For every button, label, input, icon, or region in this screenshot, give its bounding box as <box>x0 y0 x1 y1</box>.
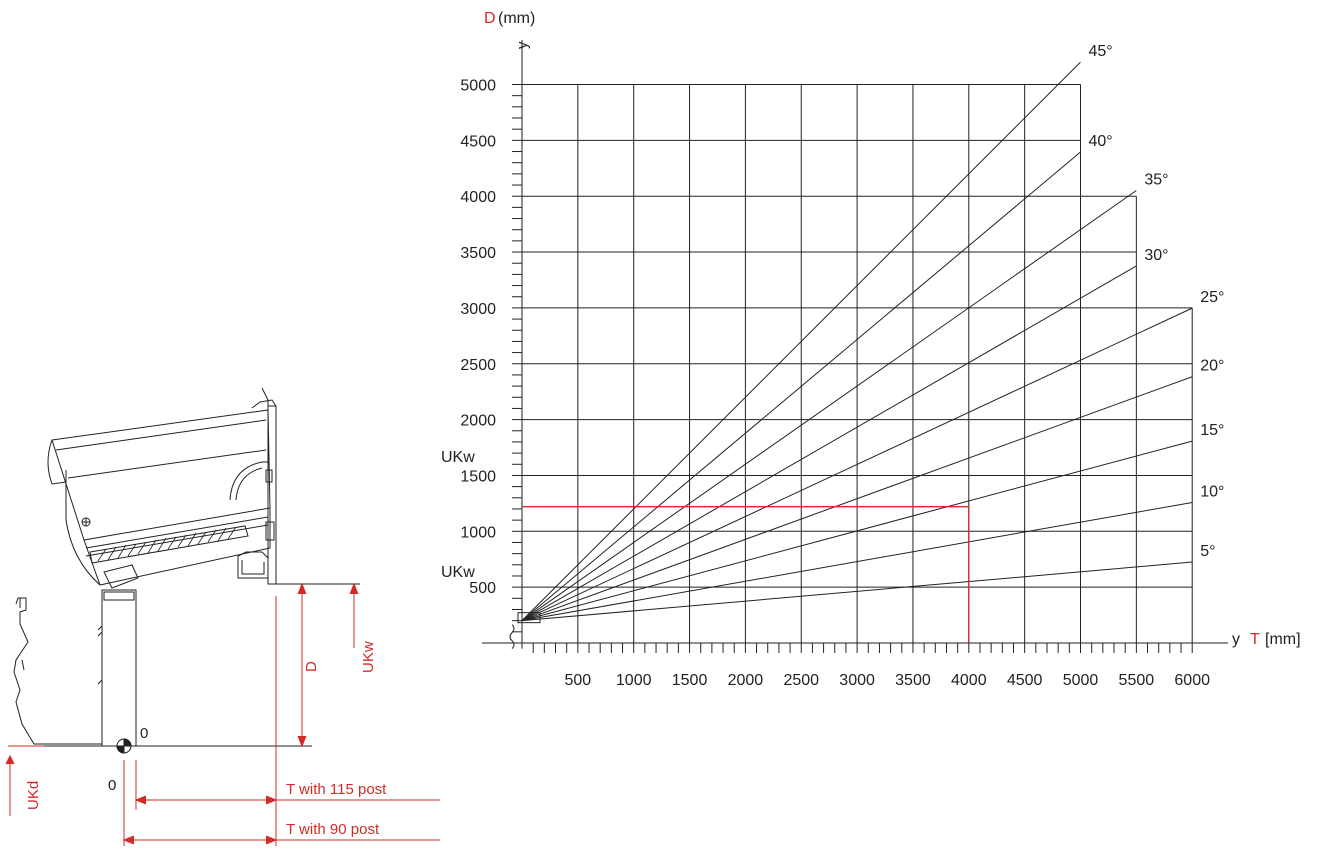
angle-line-15 <box>521 440 1193 622</box>
y-axis-tick-letter: y <box>514 41 531 49</box>
ukw-marker-upper: UKw <box>441 449 475 466</box>
x-tick-label: 2500 <box>783 672 819 689</box>
dim-label-d: D <box>303 661 320 672</box>
angle-lines: 5° 10° 15° 20° 25° 30° 35° 40° 45° <box>509 43 1224 650</box>
x-tick-label: 3000 <box>839 672 875 689</box>
dim-label-ukd: UKd <box>25 781 42 810</box>
tick-labels: 500 1000 1500 2000 2500 3000 3500 4000 4500 5000 5… <box>460 78 1210 690</box>
angle-line-25 <box>521 307 1193 622</box>
angle-line-35 <box>521 190 1137 622</box>
section-drawing <box>10 387 360 754</box>
x-tick-label: 2000 <box>728 672 764 689</box>
x-axis-tick-letter: y <box>1232 631 1240 648</box>
x-tick-label: 500 <box>564 672 591 689</box>
x-axis-letter: T <box>1250 631 1260 648</box>
y-tick-label: 1000 <box>460 524 496 541</box>
chart-axes <box>482 39 1228 653</box>
x-tick-label: 3500 <box>895 672 931 689</box>
angle-label-15: 15° <box>1200 422 1224 439</box>
example-reading <box>522 506 970 643</box>
angle-line-30 <box>521 265 1137 622</box>
angle-label-5: 5° <box>1200 543 1215 560</box>
y-tick-label: 5000 <box>460 78 496 95</box>
angle-line-45 <box>521 61 1081 622</box>
y-tick-label: 1500 <box>460 468 496 485</box>
x-tick-label: 5500 <box>1119 672 1155 689</box>
chart-grid <box>522 84 1193 643</box>
y-tick-label: 3500 <box>460 245 496 262</box>
angle-label-40: 40° <box>1089 133 1113 150</box>
x-tick-label: 5000 <box>1063 672 1099 689</box>
dim-label-ukw: UKw <box>360 641 377 673</box>
dimension-lines <box>5 582 440 846</box>
angle-line-5 <box>521 561 1193 622</box>
post <box>97 589 137 747</box>
y-axis-letter: D <box>484 10 496 27</box>
x-tick-label: 4000 <box>951 672 987 689</box>
origin-bracket <box>517 612 541 624</box>
angle-line-10 <box>521 501 1193 622</box>
angle-line-20 <box>521 376 1193 622</box>
angle-label-35: 35° <box>1144 171 1168 188</box>
x-tick-label: 4500 <box>1007 672 1043 689</box>
dim-label-t115: T with 115 post <box>286 781 387 798</box>
x-axis-unit: [mm] <box>1265 631 1301 648</box>
angle-label-10: 10° <box>1200 483 1224 500</box>
angle-label-45: 45° <box>1089 43 1113 60</box>
x-tick-label: 1000 <box>616 672 652 689</box>
x-tick-label: 1500 <box>672 672 708 689</box>
y-tick-label: 500 <box>469 580 496 597</box>
angle-line-40 <box>521 151 1081 622</box>
origin-symbol <box>116 738 132 754</box>
angle-label-20: 20° <box>1200 358 1224 375</box>
y-tick-label: 4500 <box>460 133 496 150</box>
ukw-marker-lower: UKw <box>441 564 475 581</box>
wall-profile <box>13 597 102 745</box>
dim-label-t90: T with 90 post <box>286 821 380 838</box>
y-tick-label: 2500 <box>460 357 496 374</box>
example-reading-line <box>522 506 970 643</box>
origin-label-left: 0 <box>108 777 116 794</box>
origin-label-right: 0 <box>140 725 148 742</box>
x-tick-label: 6000 <box>1174 672 1210 689</box>
y-tick-label: 2000 <box>460 413 496 430</box>
angle-label-25: 25° <box>1200 289 1224 306</box>
cassette-housing <box>47 387 277 589</box>
y-tick-label: 4000 <box>460 189 496 206</box>
origin-wave <box>509 624 515 650</box>
angle-label-30: 30° <box>1144 247 1168 264</box>
y-axis-unit: (mm) <box>498 10 535 27</box>
y-tick-label: 3000 <box>460 301 496 318</box>
